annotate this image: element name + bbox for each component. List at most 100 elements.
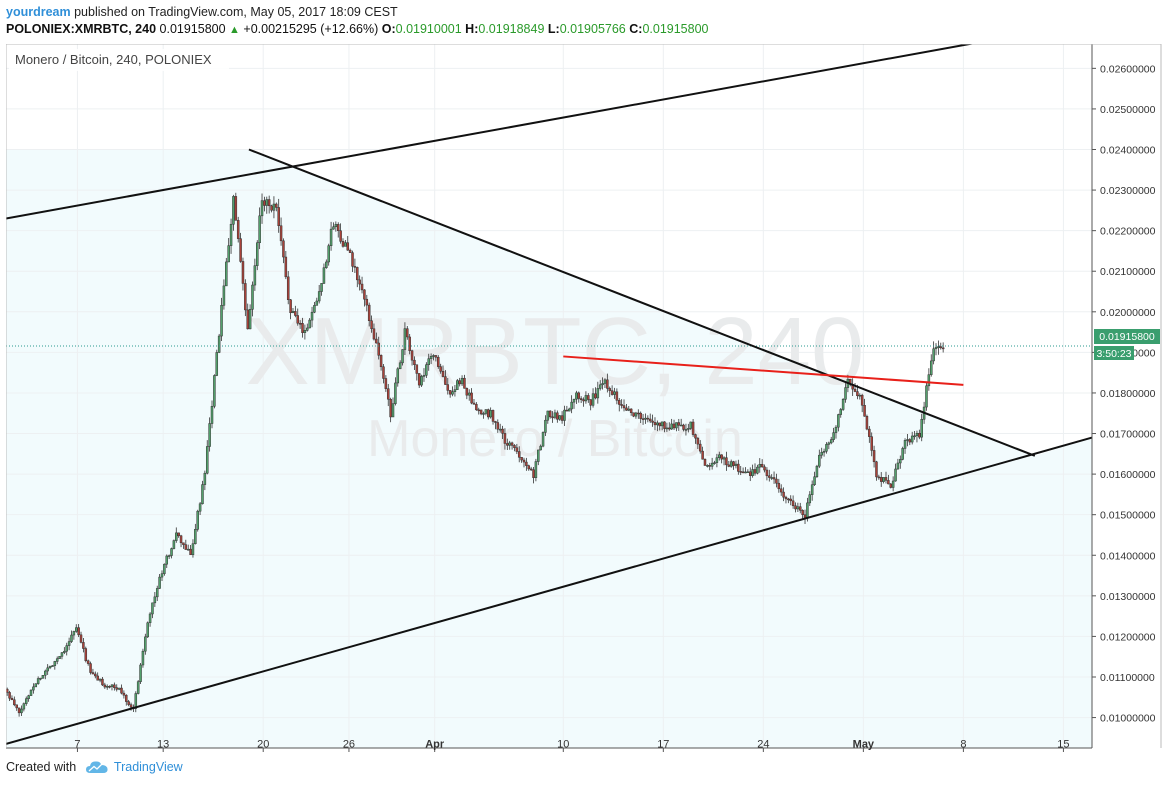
author-link[interactable]: yourdream bbox=[6, 5, 71, 19]
candle-up bbox=[198, 503, 202, 512]
candle-up bbox=[148, 613, 152, 624]
candle-up bbox=[644, 417, 647, 420]
candle-up bbox=[229, 223, 233, 246]
candle-down bbox=[739, 471, 742, 473]
candle-up bbox=[796, 506, 800, 510]
candle-up bbox=[320, 283, 323, 292]
candle-up bbox=[913, 435, 916, 438]
price-change: +0.00215295 (+12.66%) bbox=[243, 22, 379, 36]
candle-up bbox=[539, 445, 542, 451]
candle-down bbox=[887, 480, 890, 485]
candle-up bbox=[482, 413, 485, 415]
open-value: 0.01910001 bbox=[395, 22, 462, 36]
trendline-upper-resistance[interactable] bbox=[6, 44, 992, 220]
candle-up bbox=[334, 224, 338, 228]
candle-up bbox=[758, 464, 762, 468]
candle-up bbox=[75, 627, 78, 632]
price-tick-label: 0.01500000 bbox=[1100, 510, 1156, 522]
candle-up bbox=[596, 388, 600, 399]
ohlc-line: POLONIEX:XMRBTC, 240 0.01915800 ▲ +0.002… bbox=[6, 22, 709, 36]
candle-down bbox=[527, 465, 531, 470]
candle-up bbox=[48, 665, 52, 669]
candle-down bbox=[239, 238, 242, 262]
candle-up bbox=[117, 687, 121, 690]
candle-down bbox=[108, 686, 111, 688]
trendline-neckline[interactable] bbox=[563, 355, 964, 386]
created-with-text: Created with bbox=[6, 760, 77, 774]
candlestick-chart[interactable]: XMRBTC, 240 Monero / Bitcoin Monero / Bi… bbox=[6, 44, 1162, 756]
time-axis-bg bbox=[6, 748, 1092, 756]
candle-down bbox=[389, 398, 392, 418]
candle-down bbox=[639, 412, 642, 419]
candle-up bbox=[634, 412, 638, 417]
trendline-triangle-upper[interactable] bbox=[248, 148, 1036, 457]
candle-up bbox=[222, 285, 226, 306]
candle-down bbox=[872, 450, 876, 463]
candle-down bbox=[363, 289, 366, 300]
candle-up bbox=[894, 468, 897, 482]
candle-down bbox=[517, 451, 521, 458]
footer: Created with TradingView bbox=[6, 760, 183, 774]
candle-up bbox=[891, 480, 895, 488]
candle-down bbox=[96, 675, 99, 681]
candle-down bbox=[608, 388, 611, 391]
candle-down bbox=[360, 283, 364, 291]
candle-up bbox=[58, 656, 61, 659]
candle-down bbox=[737, 463, 740, 472]
candle-up bbox=[265, 199, 269, 206]
candle-up bbox=[744, 471, 747, 474]
candle-down bbox=[365, 298, 369, 306]
candle-down bbox=[789, 498, 792, 502]
candle-up bbox=[170, 548, 173, 556]
candle-up bbox=[729, 461, 733, 467]
candle-up bbox=[429, 355, 433, 359]
candle-up bbox=[679, 424, 683, 427]
candle-up bbox=[665, 427, 669, 430]
candle-down bbox=[408, 336, 411, 351]
candle-up bbox=[344, 242, 347, 247]
trendlines[interactable] bbox=[6, 44, 1093, 745]
price-tick-label: 0.02200000 bbox=[1100, 226, 1156, 238]
candle-down bbox=[236, 220, 240, 239]
candle-down bbox=[477, 409, 480, 412]
tradingview-link[interactable]: TradingView bbox=[113, 760, 183, 774]
candle-up bbox=[205, 446, 209, 474]
candle-up bbox=[901, 448, 904, 460]
candle-up bbox=[920, 419, 923, 438]
candle-up bbox=[718, 454, 721, 458]
candle-up bbox=[541, 432, 545, 447]
candle-up bbox=[70, 634, 73, 642]
candle-down bbox=[879, 477, 883, 482]
candle-up bbox=[563, 409, 566, 421]
candle-down bbox=[529, 468, 533, 471]
candle-up bbox=[451, 391, 454, 395]
candle-up bbox=[98, 678, 102, 681]
candle-down bbox=[691, 421, 695, 435]
candle-down bbox=[939, 346, 943, 349]
candle-up bbox=[432, 355, 435, 357]
candle-down bbox=[606, 379, 609, 389]
candle-down bbox=[120, 687, 123, 694]
candle-up bbox=[53, 661, 57, 666]
countdown-box bbox=[1094, 346, 1134, 360]
candle-down bbox=[446, 384, 450, 391]
high-label: H: bbox=[465, 22, 479, 36]
candle-down bbox=[579, 398, 583, 400]
candle-down bbox=[682, 424, 685, 430]
candle-down bbox=[548, 410, 552, 418]
candle-down bbox=[510, 442, 514, 446]
candle-up bbox=[139, 664, 142, 682]
candle-up bbox=[839, 409, 842, 415]
candle-down bbox=[694, 434, 697, 439]
candle-down bbox=[791, 500, 795, 507]
candle-up bbox=[810, 484, 814, 495]
candle-down bbox=[470, 392, 473, 404]
low-label: L: bbox=[547, 22, 560, 36]
candle-down bbox=[525, 461, 528, 466]
candle-down bbox=[77, 627, 80, 636]
candle-down bbox=[725, 457, 728, 466]
candle-down bbox=[629, 408, 633, 413]
trendline-triangle-lower[interactable] bbox=[6, 436, 1093, 745]
candle-down bbox=[863, 405, 866, 417]
candle-down bbox=[270, 205, 273, 211]
